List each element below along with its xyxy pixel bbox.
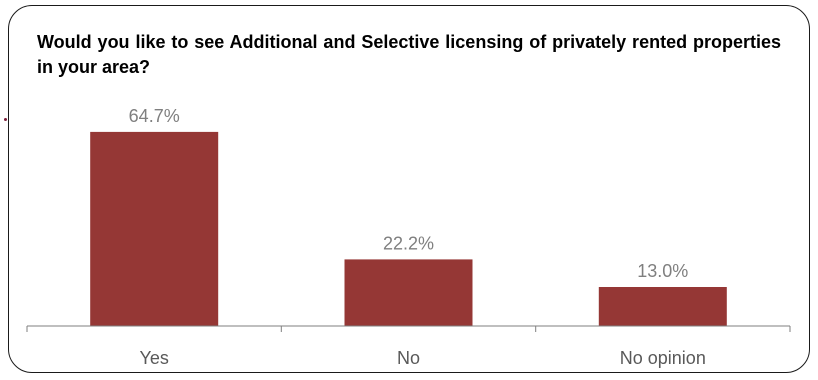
margin-dot bbox=[4, 118, 7, 121]
data-label: 64.7% bbox=[129, 106, 180, 126]
category-labels-group: Yes No No opinion bbox=[140, 348, 706, 368]
category-label: No opinion bbox=[620, 348, 706, 368]
category-label: Yes bbox=[140, 348, 169, 368]
category-label: No bbox=[397, 348, 420, 368]
data-label: 13.0% bbox=[637, 261, 688, 281]
value-labels-group: 64.7% 22.2% 13.0% bbox=[129, 106, 689, 281]
x-axis bbox=[26, 325, 791, 332]
bar-yes bbox=[90, 131, 219, 326]
bar-no bbox=[344, 259, 473, 326]
data-label: 22.2% bbox=[383, 233, 434, 253]
bar-no-opinion bbox=[598, 287, 727, 326]
chart-title: Would you like to see Additional and Sel… bbox=[37, 32, 781, 77]
bars-group bbox=[90, 131, 727, 326]
